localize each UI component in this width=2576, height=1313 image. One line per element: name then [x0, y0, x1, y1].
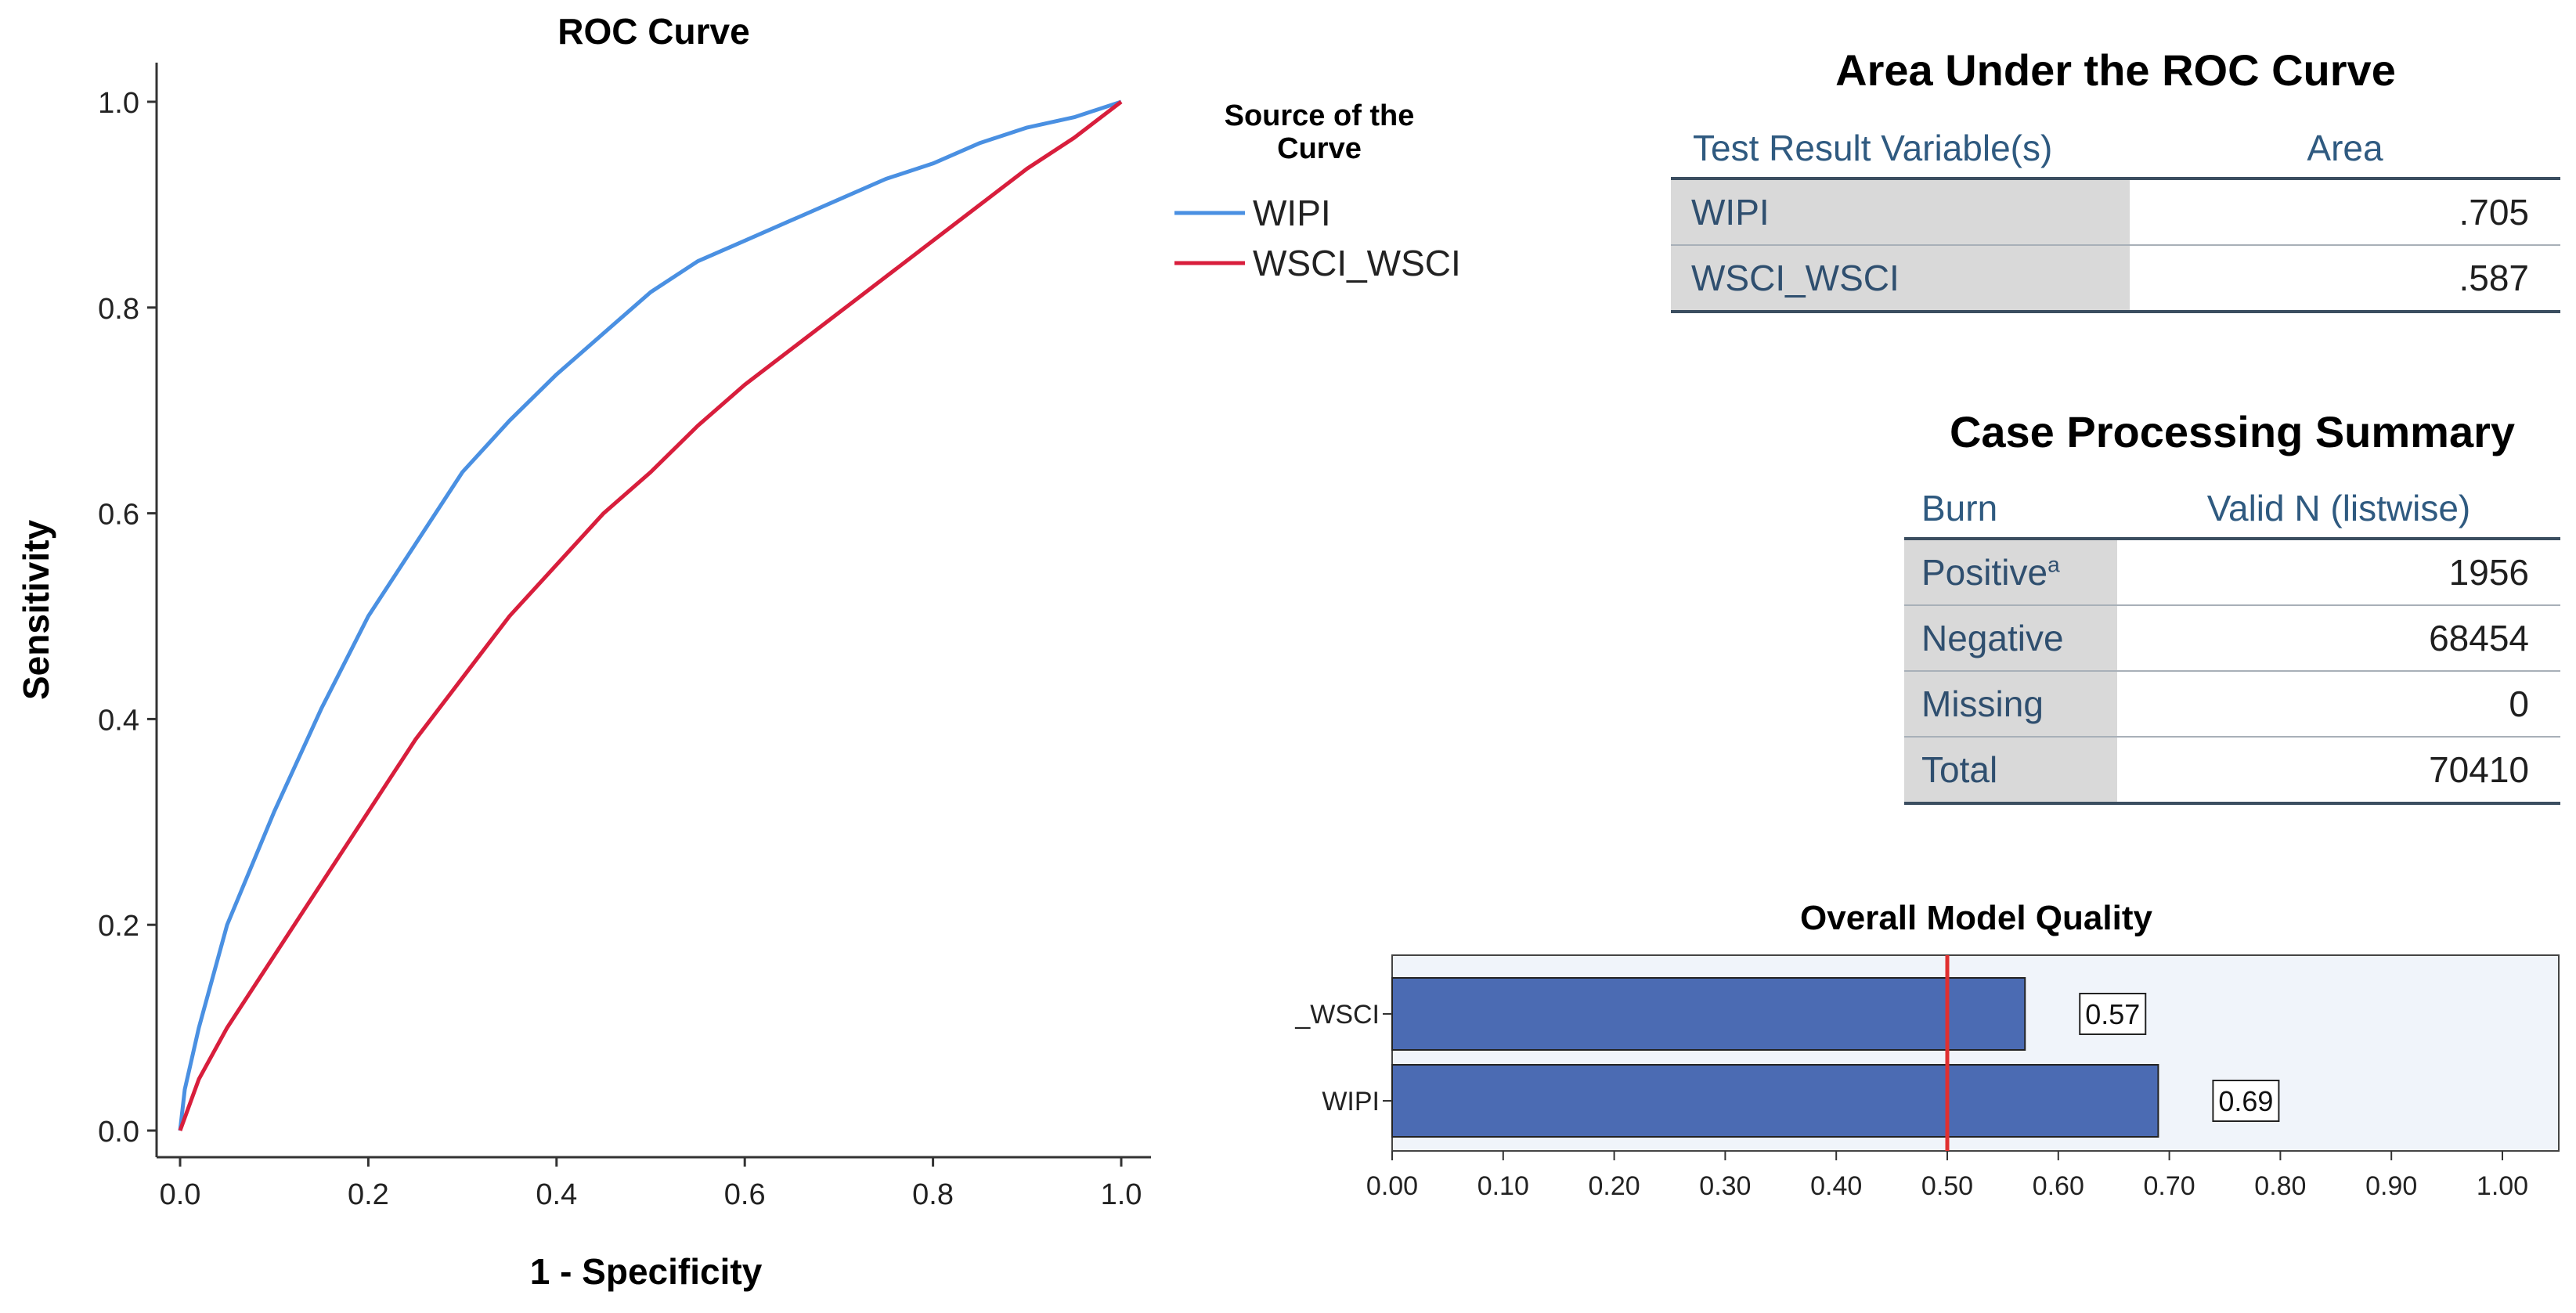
auc-table: Test Result Variable(s) Area WIPI .705 W…	[1671, 103, 2560, 313]
y-tick-label: 0.4	[98, 704, 139, 737]
y-axis-label: Sensitivity	[16, 520, 56, 701]
auc-row-value: .587	[2130, 245, 2560, 313]
x-tick-label: 0.00	[1366, 1171, 1418, 1201]
y-tick-label: 0.2	[98, 910, 139, 943]
x-tick-label: 0.20	[1589, 1171, 1640, 1201]
bar	[1391, 1064, 2159, 1138]
wsci-wsci-series-line	[178, 100, 1123, 1131]
x-tick-label: 0.60	[2033, 1171, 2084, 1201]
footnote-marker: a	[2047, 552, 2060, 577]
case-col-valid-n: Valid N (listwise)	[2117, 464, 2560, 540]
roc-chart: ROC Curve 0.0 0.2 0.4 0.6 0.8 1.0 0.0 0.2 0.4 0.6 0…	[16, 11, 1461, 1292]
x-tick-label: 0.70	[2144, 1171, 2195, 1201]
auc-table-panel: Area Under the ROC Curve Test Result Var…	[1671, 38, 2560, 313]
legend-label: WIPI	[1253, 193, 1331, 233]
table-row: Missing 0	[1904, 671, 2560, 738]
value-label-box	[2212, 1080, 2280, 1122]
quality-chart-title: Overall Model Quality	[1800, 899, 2152, 937]
bar	[1391, 977, 2026, 1051]
case-row-label: Total	[1904, 737, 2117, 805]
x-tick-label: 0.50	[1921, 1171, 1973, 1201]
auc-row-label: WSCI_WSCI	[1671, 245, 2130, 313]
auc-row-label: WIPI	[1671, 179, 2130, 246]
case-row-value: 68454	[2117, 605, 2560, 672]
case-row-value: 0	[2117, 671, 2560, 738]
auc-col-area: Area	[2130, 103, 2560, 180]
case-table-title: Case Processing Summary	[1949, 407, 2516, 456]
table-row: Total 70410	[1904, 737, 2560, 805]
case-row-label: Negative	[1904, 605, 2117, 672]
value-label-box	[2079, 993, 2147, 1035]
x-tick-label: 0.0	[160, 1178, 201, 1211]
legend-title-line: Source of the	[1225, 99, 1415, 132]
x-tick-label: 0.2	[348, 1178, 389, 1211]
x-tick-label: 0.10	[1477, 1171, 1529, 1201]
auc-table-title: Area Under the ROC Curve	[1835, 45, 2396, 95]
x-tick-label: 1.0	[1101, 1178, 1142, 1211]
legend-title: Source of the Curve	[1225, 99, 1415, 165]
table-row: Negative 68454	[1904, 605, 2560, 672]
y-tick-label: 0.6	[98, 499, 139, 532]
legend-label: WSCI_WSCI	[1253, 243, 1461, 283]
y-tick-label: 1.0	[98, 87, 139, 120]
x-tick-label: 0.4	[536, 1178, 577, 1211]
quality-chart: Overall Model Quality _WSCI 0.57 WIPI 0.69 0.…	[1294, 899, 2560, 1201]
table-row: WSCI_WSCI .587	[1671, 245, 2560, 313]
auc-row-value: .705	[2130, 179, 2560, 246]
x-tick-label: 0.90	[2365, 1171, 2417, 1201]
x-tick-label: 0.30	[1699, 1171, 1751, 1201]
case-table: Burn Valid N (listwise) Positivea 1956 N…	[1904, 464, 2560, 805]
wipi-series-line	[178, 99, 1122, 1131]
case-row-label: Positivea	[1904, 539, 2117, 606]
case-row-label: Missing	[1904, 671, 2117, 738]
x-tick-label: 0.40	[1810, 1171, 1862, 1201]
y-tick-label: 0.0	[98, 1116, 139, 1149]
x-axis-label: 1 - Specificity	[530, 1251, 763, 1292]
auc-col-variable: Test Result Variable(s)	[1671, 103, 2130, 180]
auc-table-header: Test Result Variable(s) Area	[1671, 103, 2560, 180]
legend-title-line: Curve	[1277, 132, 1362, 165]
roc-chart-panel: ROC Curve 0.0 0.2 0.4 0.6 0.8 1.0 0.0 0.2 0.4 0.6 0…	[16, 11, 1461, 1292]
case-row-value: 70410	[2117, 737, 2560, 805]
x-tick-label: 1.00	[2477, 1171, 2528, 1201]
table-row: WIPI .705	[1671, 179, 2560, 246]
case-table-panel: Case Processing Summary Burn Valid N (li…	[1904, 401, 2560, 805]
category-label: WIPI	[1322, 1087, 1380, 1116]
value-label: 0.69	[2218, 1085, 2273, 1117]
roc-chart-title: ROC Curve	[557, 11, 749, 52]
x-tick-label: 0.8	[912, 1178, 954, 1211]
case-table-header: Burn Valid N (listwise)	[1904, 464, 2560, 540]
case-row-value: 1956	[2117, 539, 2560, 606]
table-row: Positivea 1956	[1904, 539, 2560, 606]
case-col-burn: Burn	[1904, 464, 2117, 540]
x-tick-label: 0.6	[724, 1178, 766, 1211]
quality-chart-panel: Overall Model Quality _WSCI 0.57 WIPI 0.69 0.…	[1268, 885, 2576, 1309]
category-label: _WSCI	[1294, 1000, 1380, 1030]
y-tick-label: 0.8	[98, 293, 139, 326]
value-label: 0.57	[2085, 998, 2140, 1030]
x-tick-label: 0.80	[2254, 1171, 2306, 1201]
